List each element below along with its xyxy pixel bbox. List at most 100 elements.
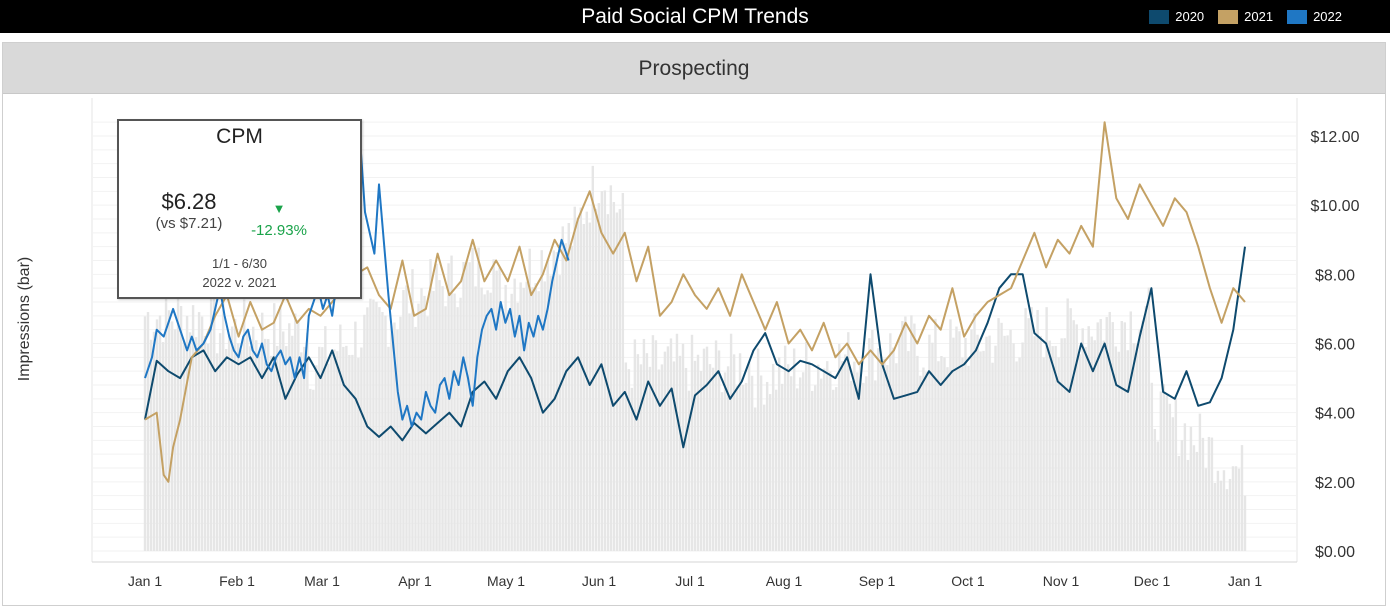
impression-bar: [465, 261, 468, 551]
impression-bar: [958, 331, 961, 551]
impression-bar: [1084, 346, 1087, 551]
impression-bar: [267, 339, 270, 551]
impression-bar: [1159, 391, 1163, 551]
impression-bar: [801, 372, 805, 551]
impression-bar: [498, 267, 501, 551]
impression-bar: [1123, 322, 1126, 551]
impression-bar: [1015, 361, 1018, 551]
impression-bar: [492, 259, 495, 551]
legend-item-2022[interactable]: 2022: [1287, 9, 1342, 24]
impression-bar: [531, 287, 534, 551]
impression-bar: [402, 289, 405, 551]
kpi-value: $6.28: [161, 189, 217, 214]
impression-bar: [318, 346, 321, 551]
impression-bar: [1009, 329, 1012, 551]
impression-bar: [200, 316, 204, 551]
impression-bar: [964, 337, 967, 551]
impression-bar: [330, 354, 333, 551]
impression-bar: [345, 345, 348, 551]
impression-bar: [324, 326, 327, 551]
impression-bar: [771, 363, 775, 551]
impression-bar: [886, 365, 889, 551]
y-tick-label: $0.00: [1315, 544, 1355, 561]
impression-bar: [459, 297, 462, 551]
impression-bar: [360, 347, 363, 551]
impression-bar: [925, 371, 928, 551]
impression-bar: [501, 308, 504, 551]
impression-bar: [387, 346, 390, 551]
impression-bar: [546, 259, 549, 551]
impression-bar: [230, 326, 234, 551]
impression-bar: [934, 318, 937, 551]
triangle-down-icon: ▼: [272, 201, 286, 216]
impression-bar: [258, 351, 261, 551]
kpi-comparison: 2022 v. 2021: [202, 275, 277, 290]
kpi-compare: (vs $7.21): [155, 215, 223, 232]
impression-bar: [1003, 335, 1006, 551]
impression-bar: [357, 357, 360, 551]
impression-bar: [904, 316, 907, 551]
impression-bar: [645, 353, 649, 551]
legend-item-2020[interactable]: 2020: [1149, 9, 1204, 24]
impression-bar: [768, 394, 772, 551]
x-tick-label: Aug 1: [766, 573, 803, 589]
impression-bar: [627, 369, 631, 551]
impression-bar: [261, 312, 264, 551]
impression-bar: [795, 388, 799, 551]
impression-bar: [750, 375, 754, 551]
impression-bar: [315, 365, 318, 551]
impression-bar: [1177, 455, 1181, 551]
impression-bar: [1090, 336, 1093, 551]
impression-bar: [792, 348, 796, 551]
impression-bar: [369, 298, 372, 551]
impression-bar: [838, 344, 841, 551]
impression-bar: [444, 306, 447, 551]
impression-bar: [1180, 440, 1184, 551]
impression-bar: [1105, 317, 1108, 551]
impression-bar: [1147, 287, 1151, 551]
impression-bar: [185, 315, 189, 551]
impression-bar: [486, 290, 489, 551]
impression-bar: [414, 326, 417, 551]
impression-bar: [594, 208, 598, 551]
impression-bar: [612, 201, 616, 551]
impression-bar: [221, 301, 225, 551]
impression-bar: [372, 299, 375, 551]
impression-bar: [438, 280, 441, 551]
impression-bar: [179, 306, 183, 551]
impression-bar: [735, 385, 739, 551]
impression-bar: [570, 245, 573, 551]
impression-bar: [675, 333, 679, 551]
impression-bar: [366, 307, 369, 551]
impression-bar: [1057, 357, 1060, 551]
legend-swatch-2022: [1287, 9, 1308, 24]
impression-bar: [1174, 398, 1178, 551]
impression-bar: [1225, 489, 1229, 551]
impression-bar: [997, 318, 1000, 551]
x-tick-label: May 1: [487, 573, 525, 589]
impression-bar: [336, 351, 339, 551]
impression-bar: [1141, 321, 1145, 551]
impression-bar: [209, 288, 213, 551]
impression-bar: [480, 287, 483, 551]
impression-bar: [835, 387, 838, 551]
impression-bar: [979, 351, 982, 551]
impression-bar: [504, 284, 507, 551]
impression-bar: [1045, 307, 1048, 551]
impression-bar: [744, 382, 748, 551]
impression-bar: [1069, 308, 1072, 551]
impression-bar: [342, 346, 345, 551]
impression-bar: [300, 352, 303, 551]
impression-bar: [408, 313, 411, 551]
impression-bar: [453, 293, 456, 551]
impression-bar: [561, 226, 564, 551]
impression-bar: [1078, 354, 1081, 551]
impression-bar: [859, 361, 862, 551]
impression-bar: [684, 367, 688, 551]
impression-bar: [672, 361, 676, 551]
impression-bar: [765, 381, 769, 551]
impression-bar: [901, 321, 904, 551]
impression-bar: [1222, 470, 1226, 551]
impression-bar: [312, 389, 315, 551]
legend-item-2021[interactable]: 2021: [1218, 9, 1273, 24]
